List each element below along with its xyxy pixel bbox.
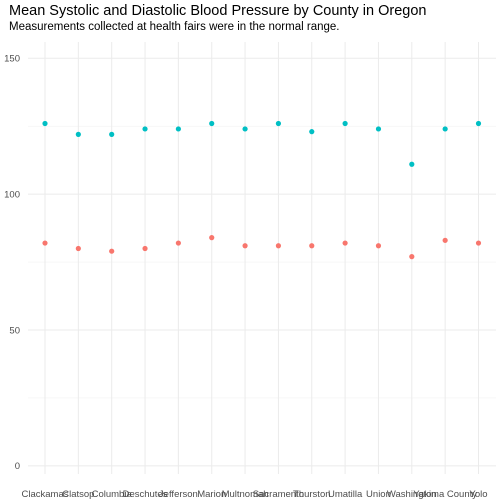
x-tick-label: Deschutes [123,489,168,500]
data-point [242,243,248,249]
data-point [375,126,382,132]
data-point [375,243,382,249]
x-tick-label: Washington [387,489,437,500]
data-point [442,126,448,132]
x-tick-label: Columbia [92,489,133,500]
data-point [442,237,448,243]
x-tick-label: Marion [197,489,226,500]
data-point [209,235,215,241]
data-point [175,240,181,246]
data-point [209,120,215,127]
x-tick-label: Yakima County [413,489,477,500]
data-point [142,126,148,132]
data-point [175,126,181,132]
grid-layer [28,42,496,474]
data-point [309,243,315,249]
data-point [42,120,48,127]
data-point [109,131,115,137]
y-tick-label: 100 [4,189,20,200]
data-point [109,248,115,254]
data-point [475,240,482,246]
data-point [342,240,348,246]
data-point [75,245,81,252]
x-tick-label: Jefferson [159,489,198,500]
x-tick-label: Clackamas [22,489,69,500]
x-tick-label: Thurston [293,489,331,500]
x-tick-label: Umatilla [328,489,363,500]
data-point [409,254,415,260]
x-tick-label: Multnomah [222,489,269,500]
data-point [75,131,81,137]
data-point [242,126,248,132]
x-tick-label: Sacramento [253,489,304,500]
point-layer [42,120,482,260]
data-point [42,240,48,246]
tick-layer: 0 50 100 150 ClackamasClatsopColumbiaDeschut… [4,54,487,500]
chart-subtitle: Measurements collected at health fairs w… [9,21,340,33]
y-tick-label: 0 [15,461,20,472]
y-tick-label: 150 [4,54,20,65]
data-point [475,120,482,127]
data-point [142,245,148,252]
x-tick-label: Clatsop [62,489,94,500]
data-point [309,129,315,135]
chart-title: Mean Systolic and Diastolic Blood Pressu… [9,3,427,19]
data-point [342,120,348,127]
y-tick-label: 50 [9,325,20,336]
data-point [275,243,282,249]
data-point [275,120,282,127]
x-tick-label: Yolo [469,489,487,500]
x-tick-label: Union [366,489,391,500]
data-point [409,161,415,167]
